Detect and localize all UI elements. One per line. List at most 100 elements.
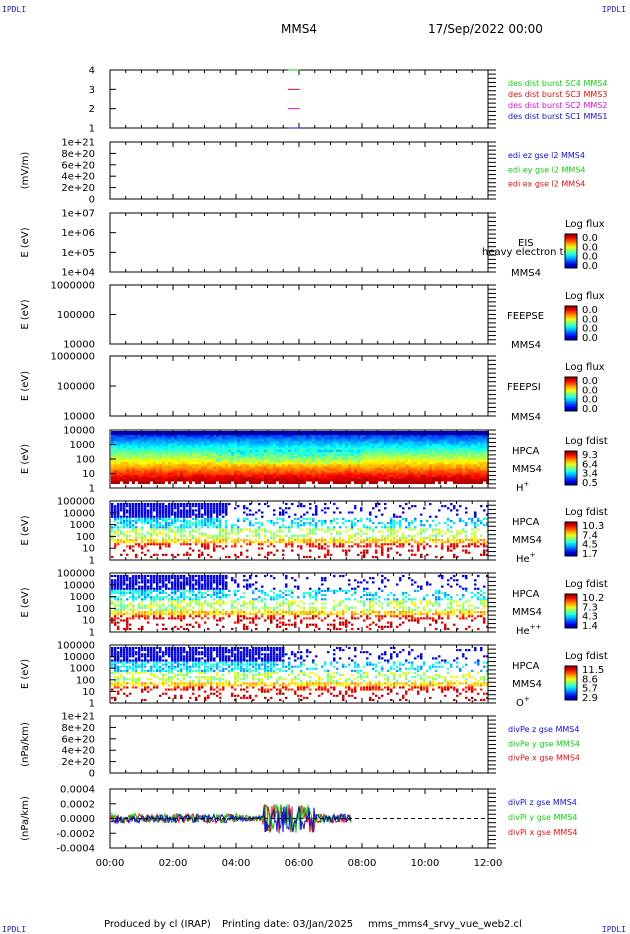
- hpca_he-cell: [438, 530, 441, 533]
- hpca_h-cell: [339, 443, 342, 447]
- hpca_h-cell: [447, 443, 450, 447]
- hpca_he-cell: [399, 541, 402, 544]
- hpca_he-cell: [243, 511, 246, 514]
- hpca_h-cell: [231, 456, 234, 459]
- hpca_h-cell: [453, 443, 456, 447]
- edi-ytick-label: 4e+20: [61, 172, 95, 183]
- hpca_he-cell: [342, 522, 345, 525]
- hpca_he-cell: [300, 524, 303, 527]
- hpca_h-cell: [210, 458, 213, 461]
- hpca_h-cell: [138, 439, 141, 442]
- hpca_he-cell: [174, 536, 177, 539]
- hpca_he-cell: [414, 505, 417, 508]
- hpca_h-cell: [369, 453, 372, 457]
- hpca_h-cell: [114, 431, 117, 434]
- hpca_h-cell: [375, 458, 378, 461]
- hpca_he-cell: [303, 541, 306, 544]
- hpca_h-cell: [228, 443, 231, 447]
- hpca_h-cell: [120, 476, 123, 480]
- hpca_h-cell: [258, 464, 261, 467]
- hpca_h-cell: [126, 478, 129, 482]
- hpca_h-cell: [177, 445, 180, 449]
- hpca_h-cell: [234, 478, 237, 482]
- hpca_he-cell: [183, 534, 186, 537]
- hpca_h-cell: [144, 439, 147, 442]
- hpca_h-cell: [189, 470, 192, 474]
- hpca_h-cell: [249, 443, 252, 447]
- hpca_he-cell: [264, 528, 267, 531]
- hpca_h-cell: [138, 474, 141, 478]
- hpca_h-cell: [336, 431, 339, 434]
- hpca_h-cell: [312, 464, 315, 467]
- hpca_h-cell: [387, 449, 390, 453]
- hpca_h-cell: [387, 437, 390, 440]
- hpca_h-cell: [465, 431, 468, 434]
- hpca_he-cell: [120, 519, 123, 523]
- hpca_h-cell: [144, 437, 147, 440]
- hpca_h-cell: [246, 458, 249, 461]
- hpca_h-cell: [237, 435, 240, 438]
- hpca_he-cell: [144, 509, 147, 512]
- hpca_h-cell: [360, 481, 363, 484]
- hpca_h-cell: [423, 443, 426, 447]
- hpca_h-cell: [339, 449, 342, 453]
- hpca_h-cell: [399, 466, 402, 469]
- hpca_h-cell: [330, 478, 333, 482]
- hpca_he-cell: [132, 513, 135, 516]
- hpca_h-cell: [390, 435, 393, 438]
- hpca_he-cell: [162, 532, 165, 535]
- hpca_he-cell: [297, 541, 300, 544]
- hpca_he-cell: [435, 515, 438, 518]
- hpca_he-cell: [408, 524, 411, 527]
- hpca_he-cell: [138, 515, 141, 518]
- hpca_he-cell: [174, 534, 177, 537]
- hpca_h-cell: [225, 478, 228, 482]
- hpca_h-cell: [237, 441, 240, 444]
- hpca_h-cell: [117, 478, 120, 482]
- hpca_h-cell: [261, 464, 264, 467]
- hpca_he-cell: [399, 543, 402, 546]
- hpca_h-cell: [204, 478, 207, 482]
- hpca_h-cell: [363, 466, 366, 469]
- hpca_he-cell: [159, 503, 162, 506]
- hpca_he-cell: [255, 511, 258, 514]
- hpca_h-cell: [267, 474, 270, 478]
- hpca_h-cell: [336, 449, 339, 453]
- hpca_he-cell: [120, 541, 123, 544]
- hpca_h-cell: [462, 456, 465, 459]
- hpca_h-cell: [132, 437, 135, 440]
- hpca_h-cell: [213, 481, 216, 484]
- hpca_he-cell: [417, 532, 420, 535]
- hpca_he-cell: [198, 513, 201, 516]
- hpca_h-cell: [132, 445, 135, 449]
- hpca_h-cell: [402, 435, 405, 438]
- feepsi-label-instrument: FEEPSI: [507, 382, 541, 393]
- hpca_he-cell: [336, 517, 339, 520]
- hpca_h-cell: [213, 456, 216, 459]
- hpca_h-cell: [408, 439, 411, 442]
- hpca_he-cell: [210, 522, 213, 525]
- hpca_h-cell: [258, 435, 261, 438]
- hpca_h-cell: [321, 470, 324, 474]
- hpca_he-cell: [183, 538, 186, 542]
- hpca_h-cell: [324, 456, 327, 459]
- hpca_h-cell: [363, 458, 366, 461]
- hpca_h-cell: [351, 474, 354, 478]
- hpca_h-cell: [132, 433, 135, 436]
- hpca_h-cell: [198, 445, 201, 449]
- hpca_h-cell: [213, 451, 216, 455]
- hpca_h-cell: [201, 445, 204, 449]
- hpca_h-cell: [255, 458, 258, 461]
- hpca_h-cell: [405, 431, 408, 434]
- hpca_he-cell: [261, 528, 264, 531]
- hpca_h-cell: [405, 445, 408, 449]
- hpca_h-cell: [390, 472, 393, 476]
- hpca_h-cell: [213, 470, 216, 474]
- hpca_he-cell: [390, 547, 393, 550]
- hpca_h-cell: [156, 468, 159, 472]
- hpca_he-cell: [162, 538, 165, 542]
- hpca_h-cell: [147, 433, 150, 436]
- hpca_he-cell: [435, 534, 438, 537]
- hpca_h-cell: [195, 437, 198, 440]
- hpca_he-cell: [159, 524, 162, 527]
